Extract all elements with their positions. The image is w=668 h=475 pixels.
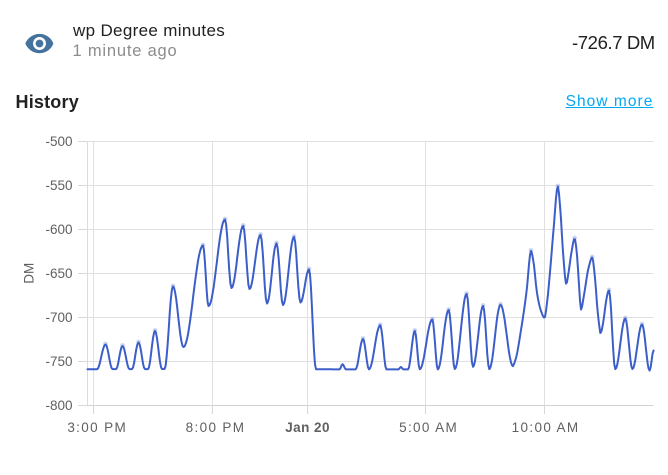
svg-text:-500: -500 — [45, 134, 72, 149]
svg-text:8:00 PM: 8:00 PM — [186, 420, 246, 435]
svg-text:Jan 20: Jan 20 — [285, 420, 330, 435]
svg-text:-650: -650 — [45, 266, 72, 281]
svg-text:5:00 AM: 5:00 AM — [399, 420, 458, 435]
svg-text:DM: DM — [22, 263, 37, 284]
svg-text:-550: -550 — [45, 178, 72, 193]
svg-text:-750: -750 — [45, 354, 72, 369]
svg-text:10:00 AM: 10:00 AM — [512, 420, 580, 435]
svg-text:3:00 PM: 3:00 PM — [67, 420, 127, 435]
svg-text:-600: -600 — [45, 222, 72, 237]
svg-text:-700: -700 — [45, 310, 72, 325]
svg-text:-800: -800 — [45, 398, 72, 413]
